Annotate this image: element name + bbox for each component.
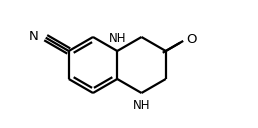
Text: N: N [29, 30, 39, 42]
Text: O: O [186, 33, 197, 46]
Text: NH: NH [109, 32, 126, 45]
Text: NH: NH [133, 99, 150, 112]
